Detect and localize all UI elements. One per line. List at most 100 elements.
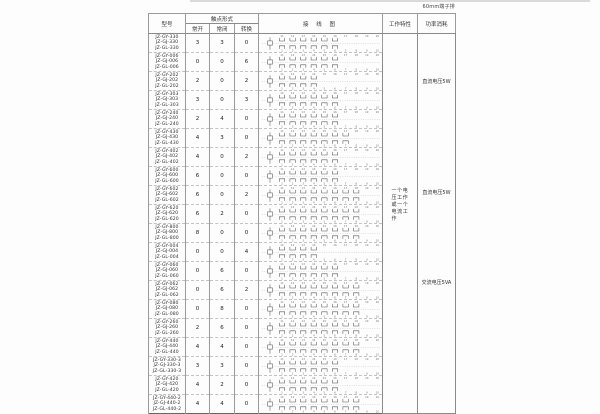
svg-text:6: 6 [334, 163, 336, 166]
nc-count-cell: 0 [209, 166, 235, 186]
svg-text:7: 7 [345, 353, 347, 356]
svg-text:16: 16 [333, 53, 337, 57]
svg-text:4: 4 [313, 315, 315, 318]
svg-text:16: 16 [333, 395, 337, 399]
svg-text:9: 9 [366, 144, 368, 147]
svg-text:16: 16 [333, 319, 337, 323]
svg-text:17: 17 [344, 376, 348, 380]
model-cell: JZ-GY-620 JZ-GJ-620 JZ-GL-620 [148, 204, 186, 224]
svg-text:9: 9 [366, 87, 368, 90]
wiring-diagram-cell: 11 1 12 2 13 3 14 4 15 5 16 6 17 7 18 8 19 9 20 10 [258, 223, 383, 243]
svg-text:15: 15 [323, 148, 327, 152]
svg-text:3: 3 [302, 220, 304, 223]
svg-text:10: 10 [376, 334, 380, 337]
co-count-cell: 0 [234, 223, 259, 243]
svg-text:11: 11 [280, 338, 284, 342]
no-count-cell: 3 [185, 90, 210, 110]
svg-text:1: 1 [281, 163, 283, 166]
nc-count-cell: 3 [209, 33, 235, 53]
svg-text:4: 4 [313, 239, 315, 242]
svg-text:16: 16 [333, 148, 337, 152]
svg-text:8: 8 [355, 258, 357, 261]
svg-text:9: 9 [366, 49, 368, 52]
svg-text:19: 19 [365, 338, 369, 342]
svg-text:18: 18 [354, 148, 358, 152]
svg-text:19: 19 [365, 186, 369, 190]
svg-text:12: 12 [291, 110, 295, 114]
svg-text:4: 4 [313, 87, 315, 90]
svg-text:16: 16 [333, 262, 337, 266]
svg-text:4: 4 [313, 201, 315, 204]
svg-text:17: 17 [344, 148, 348, 152]
svg-text:10: 10 [376, 239, 380, 242]
svg-text:16: 16 [333, 34, 337, 38]
svg-text:15: 15 [323, 319, 327, 323]
svg-text:19: 19 [365, 72, 369, 76]
svg-text:9: 9 [366, 353, 368, 356]
svg-text:1: 1 [281, 220, 283, 223]
svg-text:17: 17 [344, 357, 348, 361]
wiring-diagram-cell: 11 1 12 2 13 3 14 4 15 5 16 6 17 7 18 8 19 9 20 10 [258, 356, 383, 376]
svg-text:9: 9 [366, 239, 368, 242]
svg-text:10: 10 [376, 106, 380, 109]
svg-text:4: 4 [313, 220, 315, 223]
svg-text:3: 3 [302, 334, 304, 337]
svg-text:11: 11 [280, 34, 284, 38]
svg-text:17: 17 [344, 34, 348, 38]
svg-text:15: 15 [323, 167, 327, 171]
svg-text:16: 16 [333, 186, 337, 190]
svg-text:9: 9 [366, 277, 368, 280]
svg-text:7: 7 [345, 182, 347, 185]
header-normally-open: 常开 [185, 23, 210, 34]
co-count-cell: 0 [234, 261, 259, 281]
nc-count-cell: 0 [209, 223, 235, 243]
page: { "note_top_right": "60mm端子排", "table": … [148, 0, 590, 414]
svg-text:10: 10 [376, 182, 380, 185]
svg-text:8: 8 [355, 372, 357, 375]
svg-text:18: 18 [354, 53, 358, 57]
svg-text:9: 9 [366, 106, 368, 109]
no-count-cell: 2 [185, 318, 210, 338]
header-working-characteristics: 工作特性 [382, 13, 418, 34]
svg-text:15: 15 [323, 357, 327, 361]
nc-count-cell: 6 [209, 261, 235, 281]
svg-text:4: 4 [313, 296, 315, 299]
svg-text:9: 9 [366, 410, 368, 413]
nc-count-cell: 4 [209, 337, 235, 357]
svg-text:6: 6 [334, 372, 336, 375]
svg-text:18: 18 [354, 357, 358, 361]
svg-text:12: 12 [291, 338, 295, 342]
svg-text:8: 8 [355, 87, 357, 90]
svg-text:15: 15 [323, 91, 327, 95]
svg-text:9: 9 [366, 315, 368, 318]
svg-text:6: 6 [334, 106, 336, 109]
svg-text:12: 12 [291, 243, 295, 247]
svg-text:10: 10 [376, 201, 380, 204]
svg-text:9: 9 [366, 68, 368, 71]
svg-text:20: 20 [376, 167, 380, 171]
svg-text:13: 13 [301, 319, 305, 323]
svg-text:1: 1 [281, 296, 283, 299]
svg-text:12: 12 [291, 395, 295, 399]
svg-text:17: 17 [344, 395, 348, 399]
svg-text:13: 13 [301, 357, 305, 361]
svg-text:16: 16 [333, 338, 337, 342]
svg-text:20: 20 [376, 224, 380, 228]
svg-text:20: 20 [376, 376, 380, 380]
svg-text:3: 3 [302, 68, 304, 71]
co-count-cell: 0 [234, 337, 259, 357]
svg-text:10: 10 [376, 315, 380, 318]
svg-text:6: 6 [334, 201, 336, 204]
svg-text:6: 6 [334, 334, 336, 337]
svg-text:12: 12 [291, 281, 295, 285]
svg-text:13: 13 [301, 110, 305, 114]
svg-text:2: 2 [292, 410, 294, 413]
svg-text:20: 20 [376, 53, 380, 57]
svg-text:8: 8 [355, 391, 357, 394]
svg-text:12: 12 [291, 262, 295, 266]
table-row: JZ-GY-260 JZ-GJ-260 JZ-GL-260 2 6 0 11 1 12 2 13… [148, 318, 456, 338]
